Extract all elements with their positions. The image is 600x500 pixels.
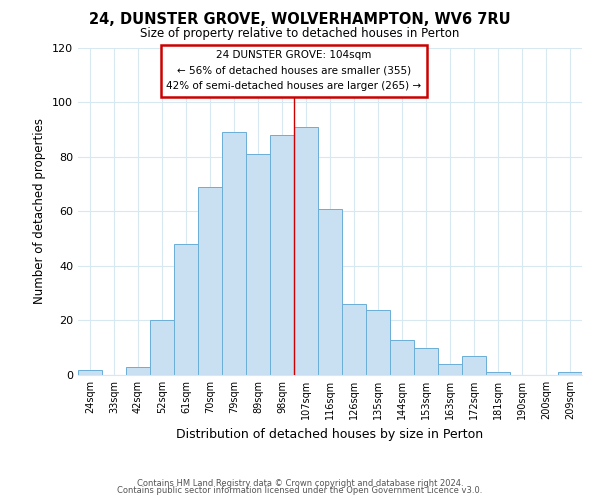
Bar — [270, 135, 294, 375]
Bar — [438, 364, 462, 375]
Bar — [174, 244, 198, 375]
Bar — [150, 320, 174, 375]
Text: 24 DUNSTER GROVE: 104sqm
← 56% of detached houses are smaller (355)
42% of semi-: 24 DUNSTER GROVE: 104sqm ← 56% of detach… — [166, 50, 422, 92]
Bar — [198, 186, 222, 375]
Bar — [414, 348, 438, 375]
Y-axis label: Number of detached properties: Number of detached properties — [34, 118, 46, 304]
Bar — [366, 310, 390, 375]
Bar — [558, 372, 582, 375]
Bar — [462, 356, 486, 375]
Bar — [486, 372, 510, 375]
Bar — [294, 126, 318, 375]
Bar — [222, 132, 246, 375]
Text: Contains HM Land Registry data © Crown copyright and database right 2024.: Contains HM Land Registry data © Crown c… — [137, 478, 463, 488]
Bar — [246, 154, 270, 375]
Bar — [78, 370, 102, 375]
Bar — [318, 208, 342, 375]
Text: Size of property relative to detached houses in Perton: Size of property relative to detached ho… — [140, 28, 460, 40]
X-axis label: Distribution of detached houses by size in Perton: Distribution of detached houses by size … — [176, 428, 484, 440]
Bar — [126, 367, 150, 375]
Text: 24, DUNSTER GROVE, WOLVERHAMPTON, WV6 7RU: 24, DUNSTER GROVE, WOLVERHAMPTON, WV6 7R… — [89, 12, 511, 28]
Bar — [342, 304, 366, 375]
Text: Contains public sector information licensed under the Open Government Licence v3: Contains public sector information licen… — [118, 486, 482, 495]
Bar — [390, 340, 414, 375]
